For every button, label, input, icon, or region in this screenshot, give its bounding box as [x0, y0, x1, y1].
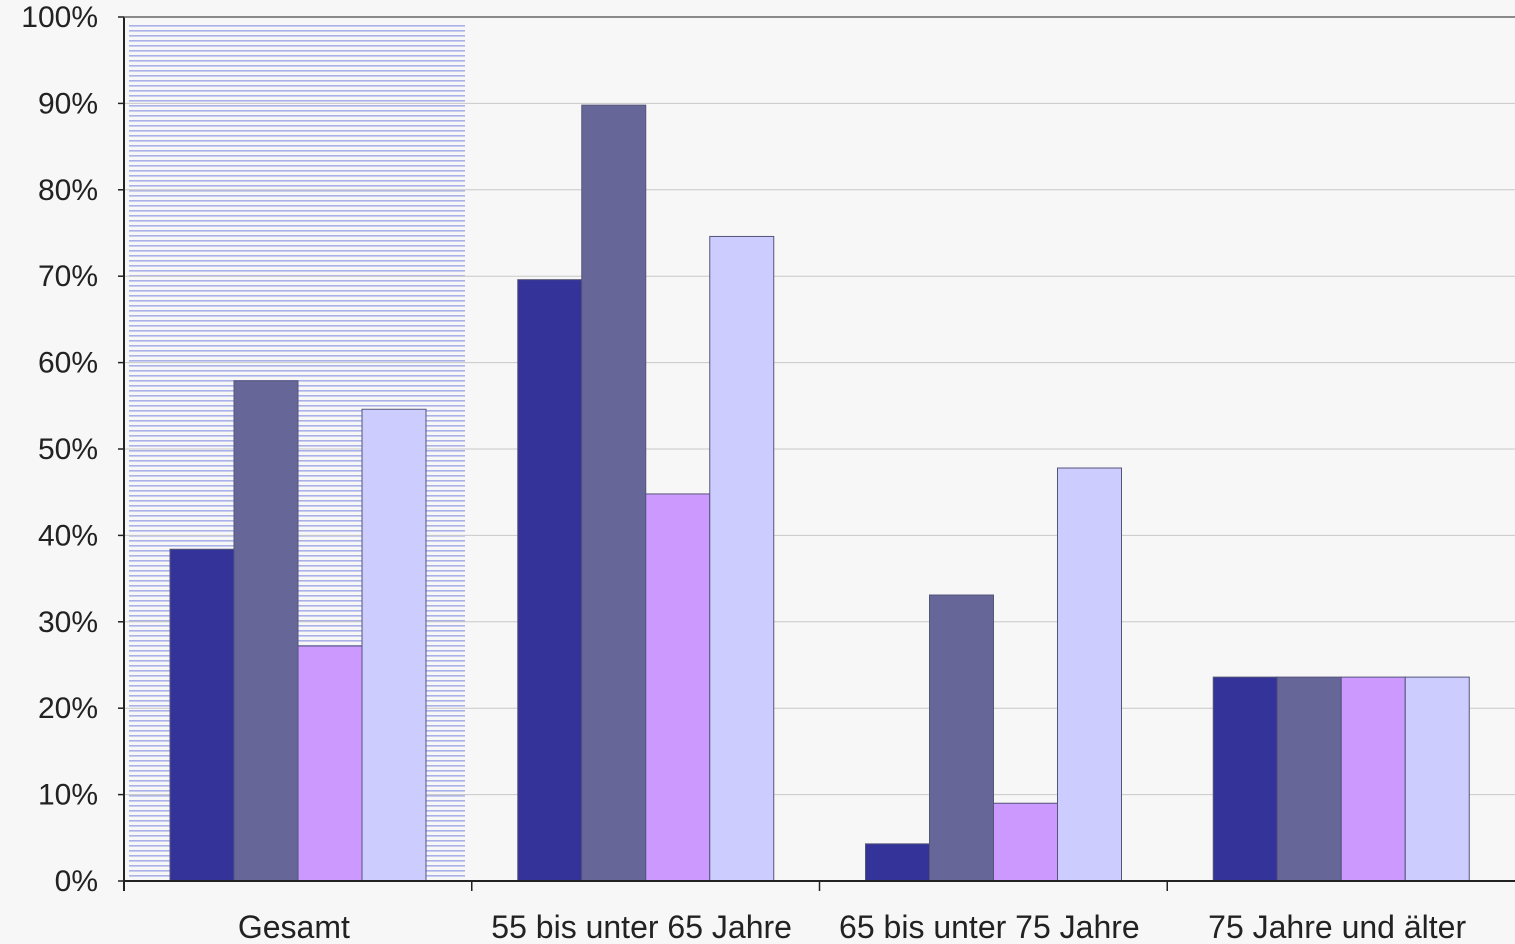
y-tick-label: 50%	[38, 433, 98, 466]
bar-2-1	[929, 594, 994, 882]
bar-3-2	[1340, 676, 1406, 882]
bar-1-1	[581, 104, 647, 882]
y-tick-label: 20%	[38, 692, 98, 725]
bar-1-3	[709, 235, 775, 882]
y-tick-label: 80%	[38, 174, 98, 207]
y-tick-label: 90%	[38, 87, 98, 120]
bar-0-3	[361, 408, 427, 882]
bar-2-2	[993, 802, 1058, 882]
bar-3-3	[1404, 676, 1470, 882]
axes	[118, 16, 1515, 891]
y-tick-label: 0%	[55, 865, 98, 898]
category-label: 65 bis unter 75 Jahre	[839, 909, 1140, 944]
y-tick-label: 40%	[38, 519, 98, 552]
bar-0-2	[297, 645, 363, 882]
bar-0-0	[169, 548, 235, 882]
category-label: 75 Jahre und älter	[1208, 909, 1466, 944]
y-tick-label: 10%	[38, 779, 98, 812]
y-tick-label: 30%	[38, 606, 98, 639]
bar-3-0	[1212, 676, 1278, 882]
bar-3-1	[1276, 676, 1342, 882]
bar-2-3	[1057, 467, 1122, 882]
gridlines	[124, 16, 1515, 796]
y-tick-label: 60%	[38, 347, 98, 380]
category-label: 55 bis unter 65 Jahre	[491, 909, 792, 944]
bar-1-0	[517, 279, 583, 882]
category-labels: Gesamt 55 bis unter 65 Jahre 65 bis unter …	[238, 909, 1467, 944]
category-label: Gesamt	[238, 909, 350, 944]
bars	[169, 104, 1470, 882]
bar-0-1	[233, 380, 299, 882]
y-tick-label: 100%	[21, 1, 98, 34]
bar-1-2	[645, 493, 711, 882]
y-tick-label: 70%	[38, 260, 98, 293]
bar-2-0	[865, 843, 930, 882]
y-tick-labels: 0% 10% 20% 30% 40% 50% 60% 70% 80% 90% 100%	[21, 1, 98, 898]
